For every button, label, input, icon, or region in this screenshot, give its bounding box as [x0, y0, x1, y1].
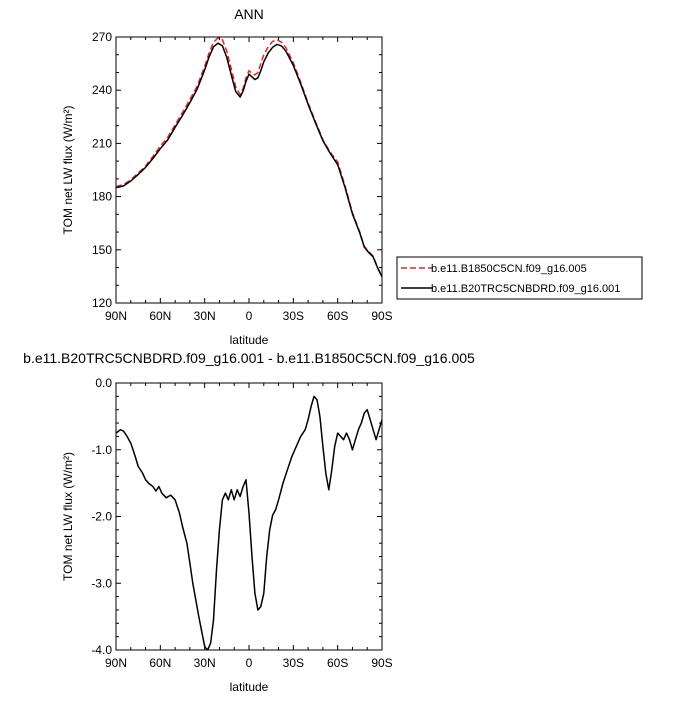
x-tick-label: 0 — [246, 656, 253, 670]
series-line-1-1 — [116, 37, 382, 277]
legend-box — [396, 256, 643, 300]
y-tick-label: 240 — [92, 83, 112, 97]
y-axis-label: TOM net LW flux (W/m²) — [61, 106, 75, 235]
y-tick-label: 120 — [92, 296, 112, 310]
y-axis-label: TOM net LW flux (W/m²) — [61, 452, 75, 581]
x-tick-label: 60S — [327, 309, 348, 323]
legend-label-2: b.e11.B20TRC5CNBDRD.f09_g16.001 — [431, 283, 620, 295]
plot-frame-1 — [115, 36, 383, 304]
legend-label-1: b.e11.B1850C5CN.f09_g16.005 — [431, 263, 587, 275]
y-tick-label: 150 — [92, 243, 112, 257]
x-tick-label: 30S — [283, 309, 304, 323]
legend: b.e11.B1850C5CN.f09_g16.005 b.e11.B20TRC5… — [396, 256, 643, 300]
y-tick-label: 180 — [92, 190, 112, 204]
x-tick-label: 90S — [371, 309, 392, 323]
y-tick-label: -3.0 — [91, 576, 112, 590]
x-tick-label: 90N — [105, 309, 127, 323]
y-tick-label: -2.0 — [91, 510, 112, 524]
x-tick-label: 30N — [194, 309, 216, 323]
chart-panel-1: ANN 90N 60N 30N 0 30S 60S 90S 120 150 180 210 240 270… — [61, 6, 643, 347]
x-tick-label: 90N — [105, 656, 127, 670]
x-tick-label: 30N — [194, 656, 216, 670]
series-line-1-2 — [116, 42, 382, 278]
x-tick-label: 60N — [149, 309, 171, 323]
chart-title-1: ANN — [234, 6, 264, 22]
series-line-2-1 — [116, 395, 382, 650]
x-tick-label: 60N — [149, 656, 171, 670]
y-tick-label: 270 — [92, 30, 112, 44]
x-tick-label: 60S — [327, 656, 348, 670]
y-tick-label: -1.0 — [91, 443, 112, 457]
x-tick-label: 90S — [371, 656, 392, 670]
chart-title-2: b.e11.B20TRC5CNBDRD.f09_g16.001 - b.e11.… — [23, 350, 475, 366]
x-tick-label: 30S — [283, 656, 304, 670]
x-axis-label: latitude — [230, 680, 269, 694]
chart-panel-2: b.e11.B20TRC5CNBDRD.f09_g16.001 - b.e11.… — [23, 350, 475, 694]
y-tick-label: 0.0 — [95, 376, 112, 390]
y-tick-label: 210 — [92, 136, 112, 150]
x-tick-label: 0 — [246, 309, 253, 323]
y-tick-label: -4.0 — [91, 643, 112, 657]
x-axis-label: latitude — [230, 333, 269, 347]
